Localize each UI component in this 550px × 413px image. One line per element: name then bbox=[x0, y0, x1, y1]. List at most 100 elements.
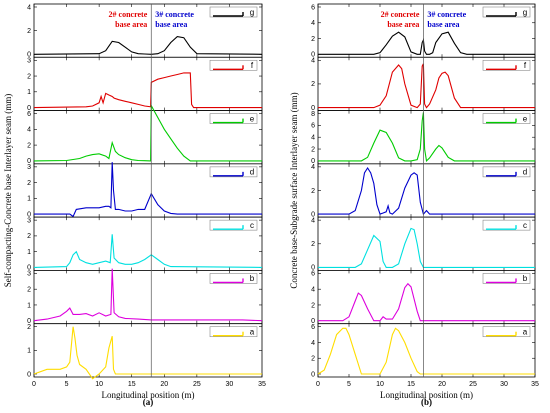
y-tick-label: 0 bbox=[27, 265, 31, 272]
y-tick-label: 4 bbox=[311, 286, 315, 293]
legend-label: c bbox=[250, 221, 254, 230]
y-tick-label: 4 bbox=[27, 127, 31, 134]
legend-box bbox=[209, 273, 258, 284]
area-label-2-line2: base area bbox=[387, 20, 419, 29]
y-tick-label: 3 bbox=[27, 164, 31, 171]
x-tick-label: 5 bbox=[65, 381, 69, 388]
x-tick-label: 0 bbox=[316, 381, 320, 388]
y-tick-label: 1 bbox=[27, 89, 31, 96]
series-line-a bbox=[33, 326, 262, 380]
y-tick-label: 0 bbox=[311, 105, 315, 112]
x-tick-label: 10 bbox=[95, 381, 103, 388]
subplot-c: 0 2 4 c bbox=[311, 216, 536, 272]
legend-box bbox=[209, 59, 258, 71]
y-tick-label: 0 bbox=[27, 158, 31, 165]
y-tick-label: 2 bbox=[27, 28, 31, 35]
panel-label: (b) bbox=[421, 397, 432, 407]
series-line-f bbox=[33, 72, 262, 109]
y-tick-label: 1 bbox=[27, 348, 31, 355]
x-tick-label: 5 bbox=[347, 381, 351, 388]
y-tick-label: 6 bbox=[27, 111, 31, 118]
y-tick-label: 0 bbox=[27, 371, 31, 378]
y-tick-label: 0 bbox=[27, 52, 31, 59]
y-tick-label: 0 bbox=[311, 265, 315, 272]
series-line-d bbox=[34, 162, 262, 218]
x-tick-label: 20 bbox=[160, 381, 168, 388]
legend-box bbox=[482, 326, 531, 338]
x-tick-label: 10 bbox=[376, 381, 384, 388]
series-line-c bbox=[33, 234, 263, 268]
subplot-f: 0 1 2 3 f bbox=[27, 56, 263, 112]
series-line-a bbox=[317, 327, 535, 375]
y-tick-label: 1 bbox=[27, 196, 31, 203]
y-tick-label: 2 bbox=[27, 142, 31, 149]
y-tick-label: 2 bbox=[27, 286, 31, 293]
subplot-g: 0 2 4 6 g bbox=[311, 3, 536, 59]
panel-label: (a) bbox=[143, 397, 154, 407]
area-label-3-line2: base area bbox=[427, 20, 459, 29]
legend-label: e bbox=[523, 114, 528, 123]
legend-label: g bbox=[250, 8, 254, 17]
y-tick-label: 2 bbox=[311, 356, 315, 363]
subplot-c: 0 1 2 3 c bbox=[27, 216, 263, 272]
y-tick-label: 2 bbox=[311, 302, 315, 309]
x-tick-label: 15 bbox=[407, 381, 415, 388]
legend-label: d bbox=[250, 168, 254, 177]
y-tick-label: 2 bbox=[311, 36, 315, 43]
x-tick-label: 35 bbox=[258, 381, 266, 388]
y-axis-title: Self-compacting-Concrete base Interlayer… bbox=[3, 94, 13, 287]
y-tick-label: 3 bbox=[27, 217, 31, 224]
y-tick-label: 0 bbox=[311, 158, 315, 165]
legend-box bbox=[482, 59, 531, 71]
series-line-e bbox=[33, 103, 262, 162]
legend-label: b bbox=[250, 274, 255, 283]
x-tick-label: 15 bbox=[128, 381, 136, 388]
y-tick-label: 3 bbox=[27, 58, 31, 65]
chart-panel-b: 0 2 4 6 g 0 2 4 f 0 2 4 6 8 e 0 2 4 d 0 2 4 c 0 2 4 6 b 0 2 4 6 a 2# conc… bbox=[289, 3, 539, 407]
y-tick-label: 2 bbox=[27, 73, 31, 80]
y-tick-label: 0 bbox=[27, 211, 31, 218]
y-tick-label: 0 bbox=[27, 105, 31, 112]
x-tick-label: 25 bbox=[469, 381, 477, 388]
y-tick-label: 8 bbox=[311, 111, 315, 118]
y-tick-label: 2 bbox=[27, 233, 31, 240]
series-line-f bbox=[318, 63, 535, 109]
y-tick-label: 4 bbox=[311, 164, 315, 171]
legend-box bbox=[482, 113, 531, 124]
y-tick-label: 4 bbox=[27, 4, 31, 11]
series-line-c bbox=[318, 227, 535, 268]
y-tick-label: 2 bbox=[311, 81, 315, 88]
x-tick-label: 30 bbox=[500, 381, 508, 388]
y-tick-label: 2 bbox=[311, 188, 315, 195]
series-line-d bbox=[318, 166, 535, 216]
legend-box bbox=[482, 273, 531, 284]
legend-box bbox=[482, 6, 531, 18]
y-tick-label: 3 bbox=[27, 271, 31, 278]
legend-box bbox=[482, 166, 531, 178]
y-tick-label: 4 bbox=[311, 20, 315, 27]
legend-label: b bbox=[523, 274, 528, 283]
y-tick-label: 6 bbox=[311, 271, 315, 278]
subplot-a: 0 2 4 6 a bbox=[311, 323, 536, 378]
x-tick-label: 25 bbox=[193, 381, 201, 388]
series-line-b bbox=[33, 268, 263, 322]
area-label-3-line1: 3# concrete bbox=[155, 10, 194, 19]
legend-label: d bbox=[523, 168, 527, 177]
area-label-2-line1: 2# concrete bbox=[381, 10, 420, 19]
subplot-d: 0 2 4 d bbox=[311, 163, 536, 218]
legend-label: a bbox=[523, 328, 528, 337]
subplot-d: 0 1 2 3 d bbox=[27, 162, 263, 218]
legend-box bbox=[482, 219, 531, 231]
y-tick-label: 4 bbox=[311, 58, 315, 65]
y-axis-title: Concrete base-Subgrade surface Interlaye… bbox=[289, 92, 299, 288]
legend-label: f bbox=[251, 61, 254, 70]
subplot-f: 0 2 4 f bbox=[311, 56, 536, 112]
x-tick-label: 0 bbox=[32, 381, 36, 388]
y-tick-label: 2 bbox=[27, 180, 31, 187]
subplot-a: 0 1 2 a bbox=[27, 323, 263, 380]
legend-label: f bbox=[524, 61, 527, 70]
subplot-e: 0 2 4 6 8 e bbox=[311, 110, 536, 165]
x-axis-title: Longitudinal position (m) bbox=[380, 390, 473, 400]
y-tick-label: 6 bbox=[311, 123, 315, 130]
area-label-2-line1: 2# concrete bbox=[109, 10, 148, 19]
